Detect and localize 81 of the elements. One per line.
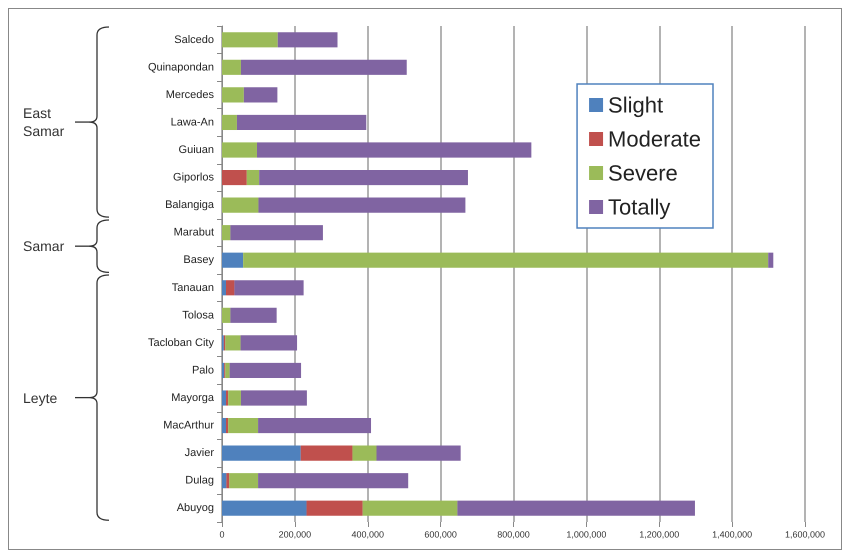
y-tick-label: Tolosa — [182, 309, 215, 322]
bar — [222, 225, 230, 240]
y-tick-label: Guiuan — [178, 144, 214, 156]
x-tick-label: 600,000 — [424, 530, 457, 540]
bar — [244, 87, 278, 102]
bar — [222, 114, 237, 130]
bar — [225, 335, 241, 350]
bar — [258, 473, 408, 488]
y-tick-label: Abuyog — [176, 502, 214, 514]
bar — [240, 335, 298, 350]
bar — [222, 142, 257, 158]
legend-label: Slight — [608, 92, 664, 118]
legend-label: Moderate — [608, 126, 702, 152]
y-tick-label: Marabut — [174, 226, 214, 239]
bar — [222, 87, 244, 102]
x-tick-label: 1,600,000 — [784, 530, 826, 540]
bar — [768, 252, 774, 268]
bar — [230, 225, 323, 240]
bar — [222, 280, 226, 296]
bar — [258, 198, 466, 213]
y-tick-label: Basey — [183, 254, 214, 266]
x-tick-label: 0 — [219, 530, 225, 540]
bar — [222, 500, 307, 516]
bar — [222, 32, 278, 48]
bar — [240, 60, 407, 75]
y-tick-label: Giporlos — [173, 172, 214, 184]
bar — [222, 198, 258, 213]
bar — [457, 500, 695, 516]
bar — [228, 418, 258, 434]
bar — [278, 32, 338, 48]
bar — [228, 390, 241, 406]
y-tick-label: Mayorga — [171, 392, 215, 404]
bar — [226, 280, 234, 296]
bar — [226, 473, 230, 488]
legend-label: Totally — [608, 194, 670, 220]
bar — [246, 170, 260, 186]
bar — [222, 418, 226, 434]
y-tick-label: Salcedo — [174, 34, 214, 46]
bar — [222, 170, 247, 186]
y-tick-label: Javier — [184, 447, 214, 460]
x-tick-label: 1,400,000 — [712, 530, 752, 540]
x-tick-label: 1,200,000 — [639, 530, 680, 540]
x-tick-label: 400,000 — [351, 530, 384, 540]
bar — [352, 446, 376, 461]
y-tick-label: Dulag — [185, 474, 214, 487]
bar — [222, 252, 244, 268]
bar — [376, 446, 461, 461]
bar — [222, 308, 230, 323]
bar — [222, 60, 241, 75]
y-tick-label: Quinapondan — [148, 61, 214, 74]
bar — [300, 446, 352, 461]
bar — [259, 170, 468, 186]
y-tick-label: Palo — [192, 364, 214, 376]
bar — [222, 390, 226, 406]
text: Leyte — [23, 389, 58, 407]
bar — [225, 362, 230, 378]
bar — [362, 500, 458, 516]
bar — [230, 362, 302, 378]
text: Samar — [23, 237, 64, 256]
bar — [234, 280, 304, 296]
x-tick-label: 1,000,000 — [566, 530, 606, 540]
bar — [236, 114, 366, 130]
y-tick-label: MacArthur — [163, 420, 214, 432]
bar — [240, 390, 307, 406]
y-tick-label: Lawa-An — [170, 116, 214, 128]
bar — [229, 473, 258, 488]
y-tick-label: Tacloban City — [148, 336, 214, 349]
bar — [222, 473, 226, 488]
bar — [258, 418, 372, 434]
bar — [256, 142, 532, 158]
text: East Samar — [23, 104, 66, 140]
y-tick-label: Mercedes — [166, 88, 214, 101]
x-tick-label: 800,000 — [497, 530, 530, 540]
bar — [306, 500, 363, 516]
bar — [243, 252, 768, 268]
bar — [230, 308, 277, 323]
bar — [222, 446, 301, 461]
legend-label: Severe — [608, 160, 678, 186]
x-tick-label: 200,000 — [278, 530, 312, 540]
y-tick-label: Balangiga — [165, 199, 215, 212]
y-tick-label: Tanauan — [172, 282, 214, 294]
